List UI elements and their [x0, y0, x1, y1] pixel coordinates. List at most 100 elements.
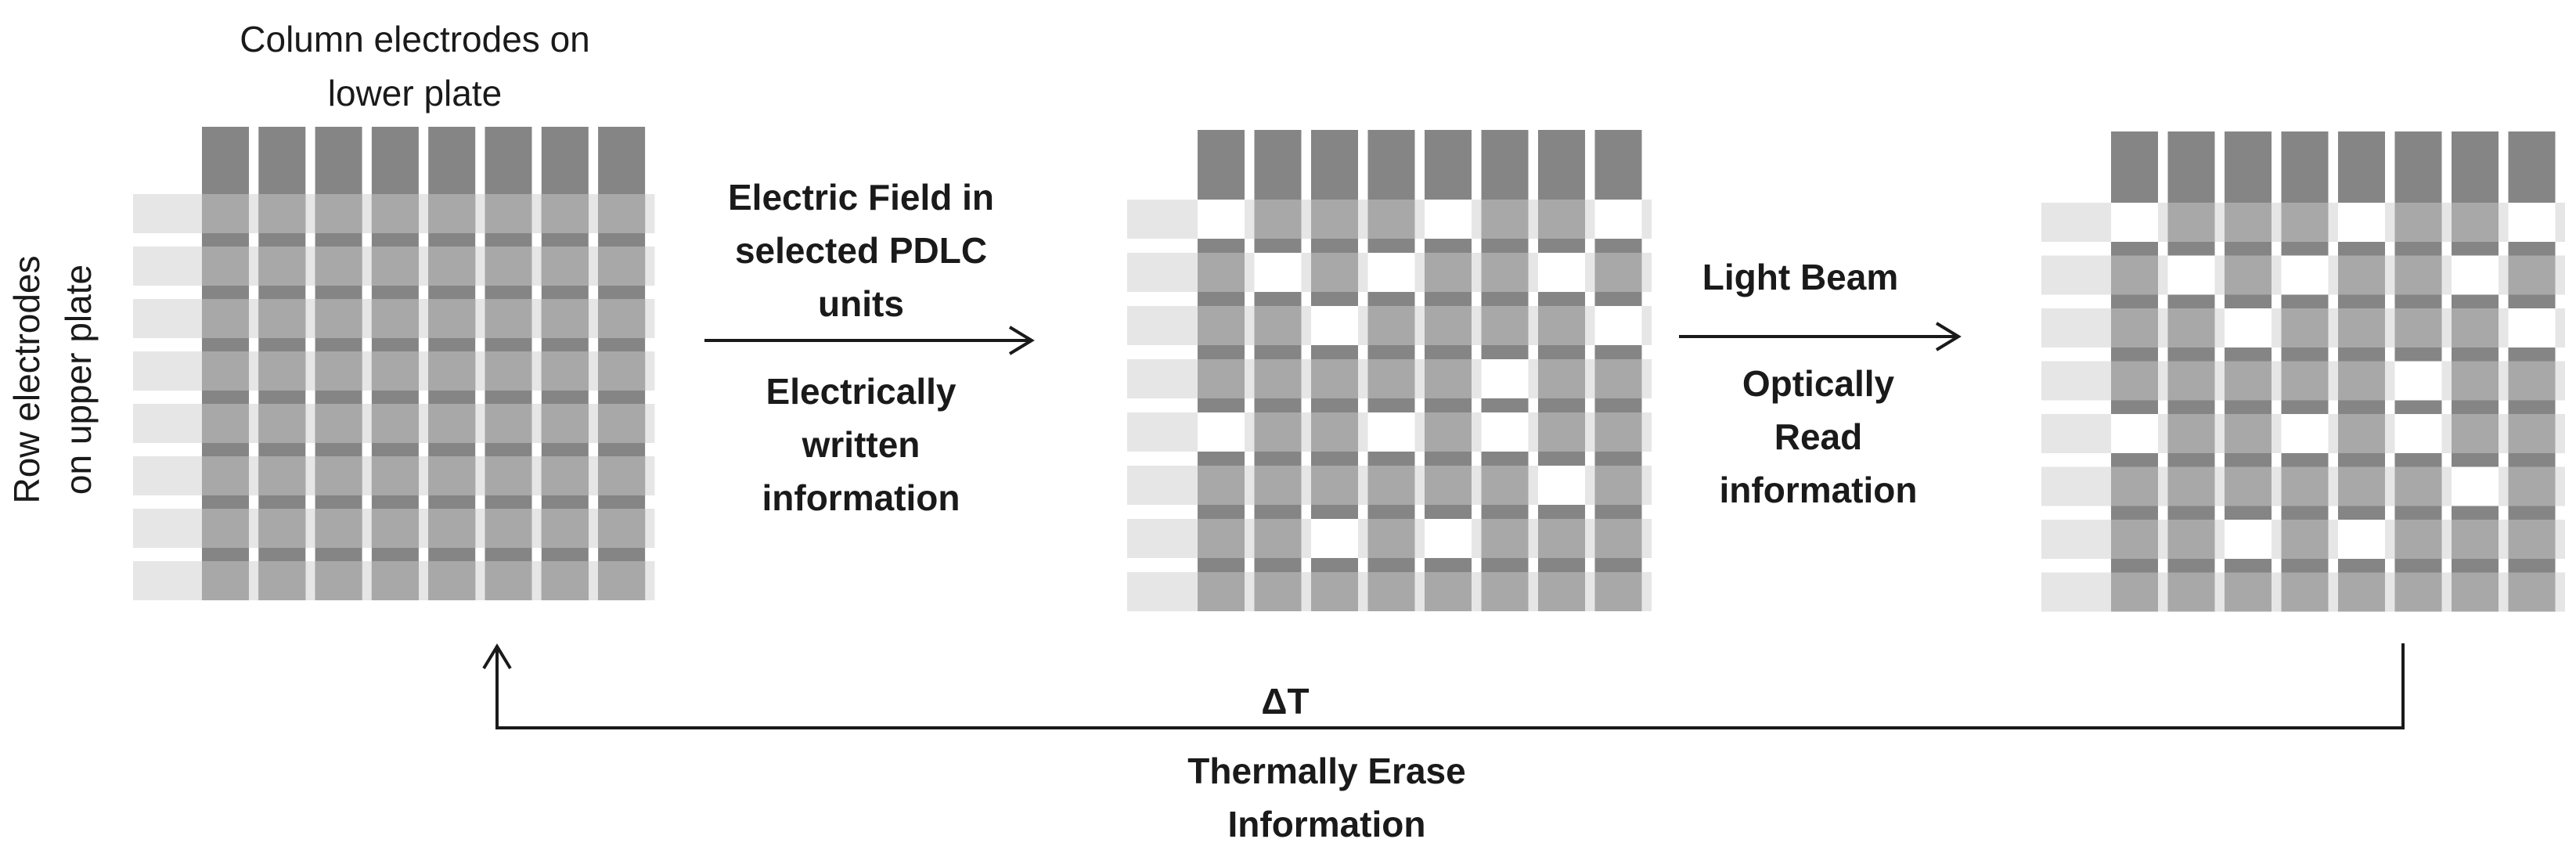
written-pdlc-cell	[1594, 200, 1642, 239]
pdlc-cell	[2338, 308, 2385, 347]
electrically-written-label-line3: information	[762, 477, 960, 518]
row-electrodes-label-line2: on upper plate	[58, 265, 99, 495]
pdlc-cell	[541, 456, 589, 495]
pdlc-cell	[428, 404, 476, 443]
pdlc-cell	[315, 561, 362, 600]
pdlc-cell	[2394, 203, 2442, 242]
written-pdlc-cell	[2167, 255, 2215, 295]
pdlc-cell	[1254, 572, 1302, 611]
pdlc-cell	[1254, 200, 1302, 239]
written-pdlc-matrix	[1127, 130, 1652, 611]
pdlc-cell	[1254, 466, 1302, 505]
pdlc-cell	[598, 247, 646, 286]
pdlc-cell	[202, 509, 249, 548]
write-arrow	[704, 326, 1035, 355]
pdlc-cell	[371, 561, 419, 600]
written-pdlc-cell	[1538, 466, 1585, 505]
pdlc-cell	[1594, 466, 1642, 505]
pdlc-cell	[598, 299, 646, 338]
blank-pdlc-matrix	[133, 127, 655, 600]
pdlc-cell	[315, 456, 362, 495]
pdlc-cell	[258, 247, 306, 286]
pdlc-cell	[541, 509, 589, 548]
pdlc-cell	[1425, 253, 1472, 292]
pdlc-cell	[202, 299, 249, 338]
written-pdlc-cell	[1425, 519, 1472, 558]
written-pdlc-cell	[2452, 466, 2499, 506]
pdlc-cell	[2281, 572, 2329, 612]
pdlc-cell	[598, 194, 646, 233]
pdlc-cell	[485, 561, 532, 600]
pdlc-cell	[1367, 519, 1415, 558]
pdlc-cell	[2281, 308, 2329, 347]
written-pdlc-cell	[2111, 203, 2158, 242]
written-pdlc-cell	[1481, 359, 1529, 398]
electric-field-label-line2: selected PDLC	[735, 230, 987, 271]
pdlc-cell	[371, 404, 419, 443]
written-pdlc-cell	[1594, 306, 1642, 345]
pdlc-cell	[541, 404, 589, 443]
pdlc-cell	[1538, 412, 1585, 452]
pdlc-cell	[371, 247, 419, 286]
written-pdlc-cell	[1311, 306, 1358, 345]
pdlc-cell	[2111, 520, 2158, 559]
pdlc-cell	[258, 404, 306, 443]
pdlc-cell	[2508, 520, 2556, 559]
pdlc-cell	[2394, 255, 2442, 295]
pdlc-cell	[202, 351, 249, 391]
pdlc-cell	[2225, 361, 2272, 401]
pdlc-cell	[1311, 572, 1358, 611]
pdlc-cell	[1481, 200, 1529, 239]
pdlc-cell	[1425, 466, 1472, 505]
optically-read-label-line1: Optically	[1742, 363, 1895, 404]
electrically-written-label-line1: Electrically	[766, 371, 957, 412]
pdlc-cell	[202, 561, 249, 600]
pdlc-cell	[598, 509, 646, 548]
pdlc-cell	[1198, 359, 1245, 398]
read-arrow	[1679, 322, 1962, 351]
written-pdlc-cell	[2508, 203, 2556, 242]
pdlc-cell	[2281, 466, 2329, 506]
pdlc-cell	[2452, 572, 2499, 612]
pdlc-cell	[1425, 572, 1472, 611]
row-electrodes-label-line1: Row electrodes	[6, 255, 47, 503]
pdlc-cell	[2225, 255, 2272, 295]
pdlc-cell	[371, 299, 419, 338]
pdlc-cell	[315, 247, 362, 286]
pdlc-cell	[2338, 255, 2385, 295]
pdlc-cell	[258, 299, 306, 338]
written-pdlc-cell	[2394, 414, 2442, 453]
pdlc-cell	[258, 194, 306, 233]
pdlc-cell	[202, 404, 249, 443]
pdlc-cell	[2111, 255, 2158, 295]
written-pdlc-cell	[1198, 412, 1245, 452]
pdlc-cell	[428, 561, 476, 600]
pdlc-cell	[2111, 572, 2158, 612]
pdlc-cell	[485, 247, 532, 286]
pdlc-cell	[1594, 359, 1642, 398]
pdlc-cell	[258, 509, 306, 548]
pdlc-cell	[258, 351, 306, 391]
optically-read-label-line3: information	[1720, 470, 1918, 510]
pdlc-cell	[2225, 414, 2272, 453]
pdlc-cell	[1538, 519, 1585, 558]
pdlc-cell	[1481, 519, 1529, 558]
pdlc-cell	[428, 299, 476, 338]
pdlc-cell	[2338, 414, 2385, 453]
pdlc-cell	[315, 194, 362, 233]
pdlc-cell	[598, 351, 646, 391]
pdlc-cell	[2508, 414, 2556, 453]
pdlc-cell	[1254, 306, 1302, 345]
column-electrodes-label-line1: Column electrodes on	[240, 19, 589, 59]
pdlc-cell	[2225, 203, 2272, 242]
column-electrodes-label-line2: lower plate	[328, 73, 502, 113]
pdlc-cell	[541, 247, 589, 286]
pdlc-cell	[2452, 414, 2499, 453]
written-pdlc-cell	[2111, 414, 2158, 453]
pdlc-cell	[371, 509, 419, 548]
pdlc-cell	[2111, 308, 2158, 347]
pdlc-cell	[2167, 466, 2215, 506]
written-pdlc-cell	[1311, 519, 1358, 558]
pdlc-cell	[1594, 572, 1642, 611]
